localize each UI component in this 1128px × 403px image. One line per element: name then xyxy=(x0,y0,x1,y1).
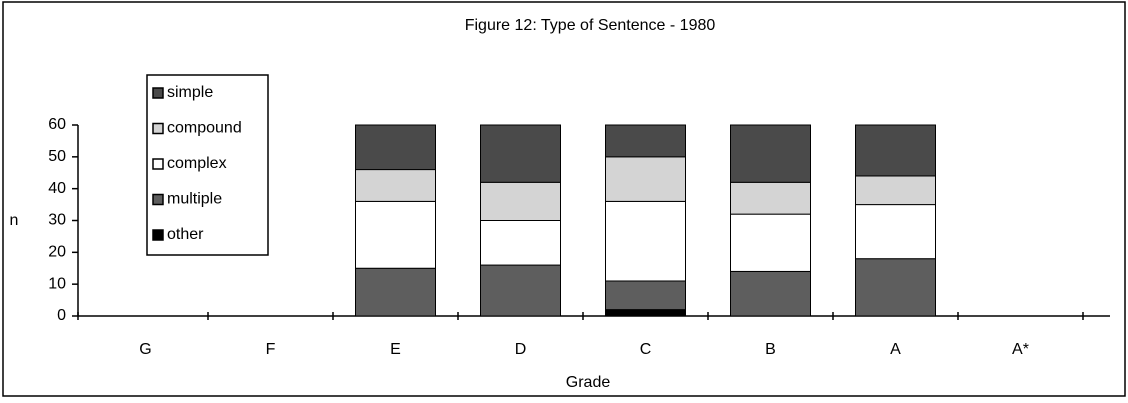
chart-title: Figure 12: Type of Sentence - 1980 xyxy=(465,17,716,34)
bar-segment xyxy=(355,267,436,317)
y-axis-label: n xyxy=(10,212,19,229)
bar-segment xyxy=(730,181,811,215)
legend-label: multiple xyxy=(167,191,222,208)
x-tick-label: B xyxy=(765,341,776,358)
x-tick-label: C xyxy=(640,341,652,358)
legend-label: complex xyxy=(167,155,227,172)
bar-segment xyxy=(480,220,561,266)
bar-segment xyxy=(855,175,936,206)
x-axis-label: Grade xyxy=(566,374,611,391)
bar-segment xyxy=(355,169,436,202)
legend-swatch xyxy=(152,229,164,241)
bar-segment xyxy=(855,204,936,260)
bar-segment xyxy=(605,156,686,202)
bar-segment xyxy=(355,200,436,269)
bar-segment xyxy=(605,200,686,282)
x-tick-label: F xyxy=(266,341,276,358)
x-tick-label: E xyxy=(390,341,401,358)
y-tick-label: 60 xyxy=(48,116,66,133)
legend-swatch xyxy=(152,87,164,99)
legend-label: compound xyxy=(167,120,242,137)
bar-segment xyxy=(605,309,686,317)
y-tick-label: 30 xyxy=(48,212,66,229)
bar-segment xyxy=(855,258,936,317)
bar-segment xyxy=(480,181,561,222)
y-tick-label: 40 xyxy=(48,180,66,197)
x-tick-label: D xyxy=(515,341,527,358)
bar-segment xyxy=(730,124,811,183)
legend-label: simple xyxy=(167,84,213,101)
legend-swatch xyxy=(152,158,164,170)
bar-segment xyxy=(730,270,811,317)
bar-segment xyxy=(730,213,811,272)
bar-segment xyxy=(605,280,686,311)
bar-segment xyxy=(480,264,561,317)
x-tick-label: G xyxy=(139,341,151,358)
bar-segment xyxy=(605,124,686,158)
bar-segment xyxy=(355,124,436,171)
y-tick-label: 50 xyxy=(48,148,66,165)
legend-label: other xyxy=(167,226,204,243)
bar-segment xyxy=(855,124,936,177)
legend-swatch xyxy=(152,193,164,206)
bar-segment xyxy=(480,124,561,183)
x-tick-label: A xyxy=(890,341,901,358)
x-tick-label: A* xyxy=(1012,341,1029,358)
y-tick-label: 10 xyxy=(48,275,66,292)
legend-swatch xyxy=(152,122,164,135)
y-tick-label: 0 xyxy=(57,307,66,324)
legend-box xyxy=(146,74,269,256)
y-tick-label: 20 xyxy=(48,244,66,261)
